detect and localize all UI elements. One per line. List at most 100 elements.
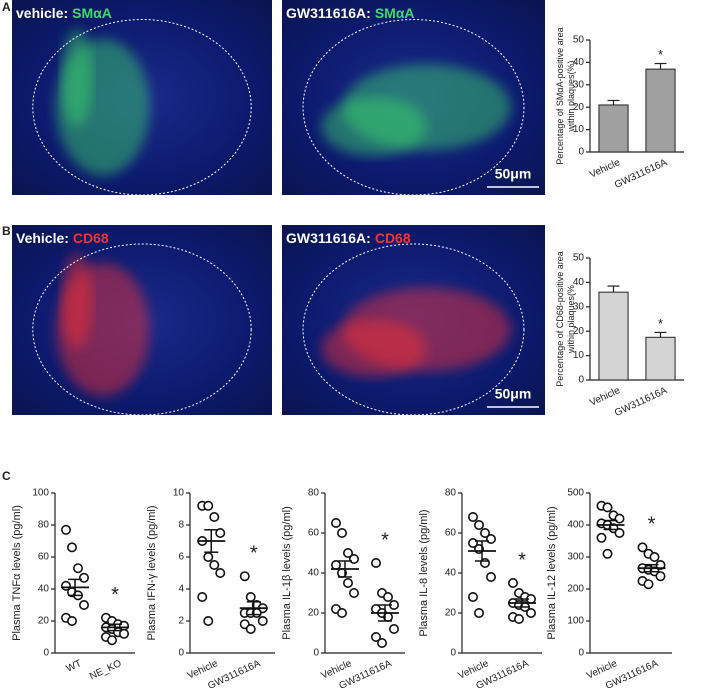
bar (645, 336, 676, 381)
data-point (79, 572, 90, 583)
data-point (614, 513, 625, 524)
data-point (388, 623, 399, 634)
x-tick-label: Vehicle (588, 385, 622, 409)
data-point (602, 548, 613, 559)
data-point (60, 524, 71, 535)
data-point (370, 557, 381, 568)
data-point (467, 591, 478, 602)
data-point (473, 519, 484, 530)
x-tick-label: GW311616A (613, 157, 669, 191)
image-caption: GW311616A: SMαA (286, 5, 415, 21)
data-point (336, 607, 347, 618)
y-tick-label: 0 (578, 375, 584, 386)
data-point (370, 631, 381, 642)
data-point (485, 533, 496, 544)
y-tick-label: 80 (308, 488, 320, 499)
data-point (215, 567, 226, 578)
y-axis-label: within plaques(%) (566, 60, 576, 132)
caption-prefix: Vehicle: (16, 230, 69, 246)
y-tick-label: 60 (445, 528, 457, 539)
y-tick-label: 40 (573, 277, 585, 288)
y-axis-label: Plasma TNFα levels (pg/ml) (11, 505, 23, 641)
stain (321, 320, 427, 377)
data-point (513, 613, 524, 624)
y-tick-label: 2 (178, 616, 184, 627)
y-tick-label: 400 (567, 520, 584, 531)
data-point (376, 637, 387, 648)
bar (598, 291, 629, 381)
y-tick-label: 20 (308, 608, 320, 619)
y-axis-label: Percentage of CD68-positive area (555, 251, 565, 387)
chart: 0 10 20 30 40 50 Percentage of CD68-positive a… (555, 251, 684, 419)
x-tick-label: NE_KO (88, 658, 124, 682)
data-point (245, 623, 256, 634)
y-tick-label: 20 (445, 608, 457, 619)
stain (321, 97, 427, 156)
x-tick-label: GW311616A (613, 385, 669, 419)
y-tick-label: 40 (308, 568, 320, 579)
significance-marker: * (111, 584, 119, 606)
y-axis-label: within plaques(% (566, 285, 576, 354)
y-tick-label: 50 (573, 253, 585, 264)
data-point (239, 571, 250, 582)
y-tick-label: 8 (178, 520, 184, 531)
significance-marker: * (648, 514, 656, 536)
y-tick-label: 0 (450, 648, 456, 659)
data-point (79, 599, 90, 610)
data-point (485, 571, 496, 582)
panel-label: A (2, 0, 11, 14)
data-point (197, 591, 208, 602)
data-point (614, 527, 625, 538)
y-tick-label: 500 (567, 488, 584, 499)
x-tick-label: WT (65, 658, 84, 675)
caption-stain: CD68 (375, 230, 411, 246)
data-point (119, 628, 130, 639)
caption-stain: SMαA (72, 5, 112, 21)
image-caption: Vehicle: CD68 (16, 230, 109, 246)
scale-bar-label: 50μm (495, 166, 532, 182)
data-point (203, 615, 214, 626)
y-tick-label: 50 (573, 35, 585, 46)
plaque-outline (302, 19, 525, 196)
y-tick-label: 60 (38, 552, 50, 563)
data-point (209, 559, 220, 570)
y-axis-label: Plasma IFN-γ levels (pg/ml) (146, 505, 158, 640)
caption-stain: CD68 (73, 230, 109, 246)
data-point (257, 615, 268, 626)
bar (645, 68, 676, 153)
y-tick-label: 100 (567, 616, 584, 627)
y-axis-label: Plasma IL-1β levels (pg/ml) (281, 506, 293, 639)
data-point (342, 547, 353, 558)
y-tick-label: 100 (32, 488, 49, 499)
data-point (67, 542, 78, 553)
y-tick-label: 200 (567, 584, 584, 595)
data-point (73, 563, 84, 574)
image-caption: GW311616A: CD68 (286, 230, 411, 246)
y-tick-label: 0 (178, 648, 184, 659)
significance-marker: * (658, 47, 663, 62)
y-tick-label: 0 (578, 147, 584, 158)
data-point (67, 615, 78, 626)
stain (61, 253, 93, 349)
y-axis-label: Plasma IL-8 levels (pg/ml) (418, 509, 430, 636)
data-point (342, 577, 353, 588)
significance-marker: * (250, 542, 258, 564)
data-point (507, 577, 518, 588)
caption-prefix: GW311616A: (286, 230, 371, 246)
data-point (215, 527, 226, 538)
data-point (473, 607, 484, 618)
y-tick-label: 80 (38, 520, 50, 531)
data-point (382, 591, 393, 602)
y-axis-label: Percentage of SMαA-positive area (555, 27, 565, 164)
data-point (203, 500, 214, 511)
image-caption: vehicle: SMαA (16, 5, 112, 21)
y-tick-label: 10 (173, 488, 185, 499)
data-point (467, 511, 478, 522)
data-point (203, 551, 214, 562)
y-tick-label: 0 (43, 648, 49, 659)
data-point (596, 532, 607, 543)
